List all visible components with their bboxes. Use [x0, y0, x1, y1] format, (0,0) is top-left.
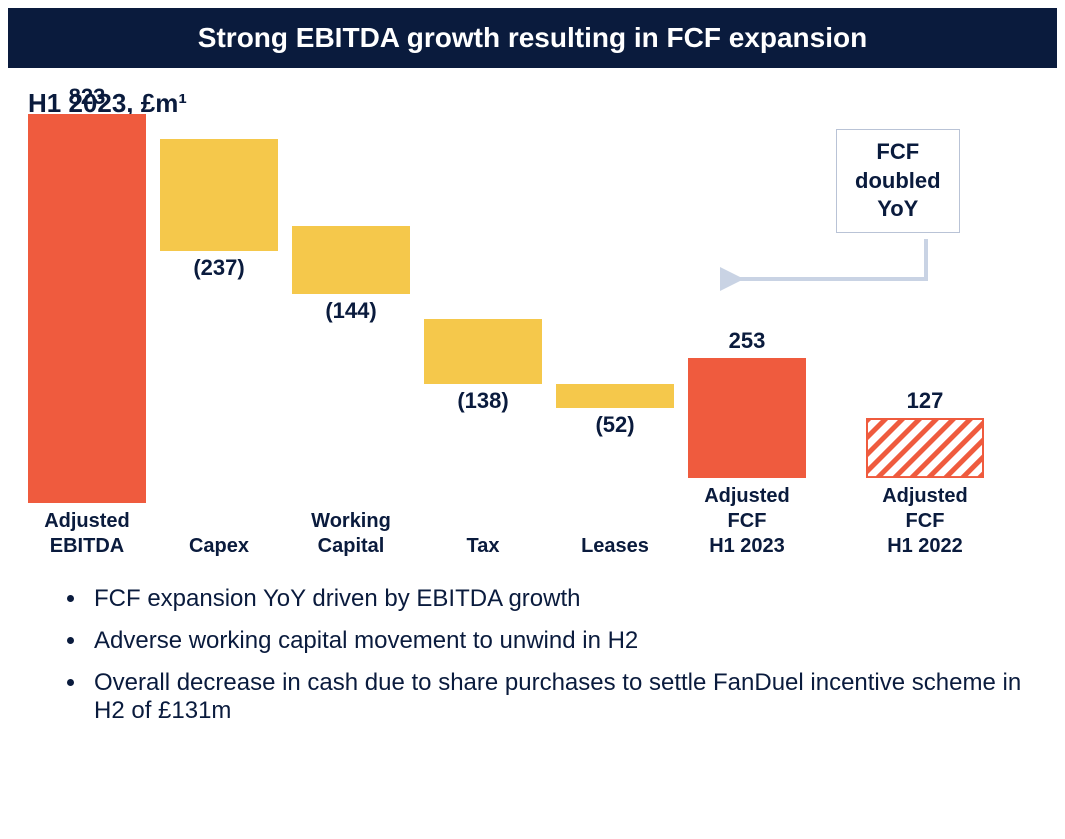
bullet-1: FCF expansion YoY driven by EBITDA growt…: [88, 585, 1025, 613]
category-label-fcf23: AdjustedFCFH1 2023: [688, 484, 806, 559]
category-label-ebitda: AdjustedEBITDA: [28, 509, 146, 559]
chart-column-capex: (237) Capex: [160, 128, 278, 559]
value-label-wc: (144): [292, 298, 410, 324]
bar-fcf22: [866, 418, 984, 478]
bullet-3: Overall decrease in cash due to share pu…: [88, 669, 1025, 725]
bar-tax: [424, 319, 542, 384]
value-label-leases: (52): [556, 412, 674, 438]
category-label-leases: Leases: [556, 534, 674, 559]
value-label-ebitda: 823: [28, 84, 146, 110]
bar-wc: [292, 226, 410, 294]
chart-column-ebitda: 823AdjustedEBITDA: [28, 103, 146, 559]
chart-column-leases: (52) Leases: [556, 128, 674, 559]
bullet-2: Adverse working capital movement to unwi…: [88, 627, 1025, 655]
category-label-wc: WorkingCapital: [292, 509, 410, 559]
slide-title: Strong EBITDA growth resulting in FCF ex…: [8, 8, 1057, 68]
fcf-callout: FCFdoubledYoY: [836, 129, 960, 233]
chart-column-wc: (144) WorkingCapital: [292, 103, 410, 559]
category-label-tax: Tax: [424, 534, 542, 559]
waterfall-chart: 823AdjustedEBITDA(237)Capex(144)WorkingC…: [28, 129, 1045, 559]
category-label-fcf22: AdjustedFCFH1 2022: [866, 484, 984, 559]
bar-leases: [556, 384, 674, 409]
value-label-capex: (237): [160, 255, 278, 281]
category-label-capex: Capex: [160, 534, 278, 559]
bullet-list: FCF expansion YoY driven by EBITDA growt…: [48, 585, 1025, 725]
bar-capex: [160, 139, 278, 251]
bar-ebitda: [28, 114, 146, 503]
callout-arrow-icon: [716, 239, 976, 409]
value-label-tax: (138): [424, 388, 542, 414]
chart-column-tax: (138) Tax: [424, 128, 542, 559]
